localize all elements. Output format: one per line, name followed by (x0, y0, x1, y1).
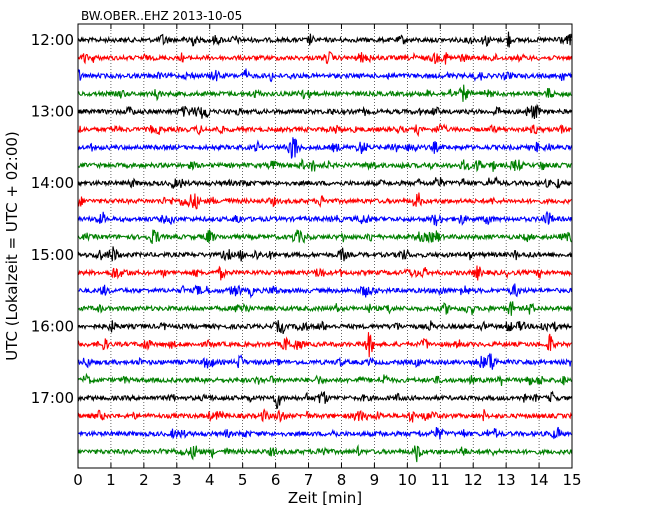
trace-1600 (77, 320, 572, 335)
x-tick-label: 0 (73, 471, 83, 489)
trace-1515 (77, 265, 572, 281)
trace-1330 (77, 137, 573, 159)
x-tick-label: 13 (497, 471, 516, 489)
plot-frame (77, 23, 573, 469)
x-tick-label: 9 (370, 471, 380, 489)
trace-1300 (77, 103, 573, 120)
trace-1345 (77, 157, 572, 173)
x-tick-label: 2 (139, 471, 149, 489)
trace-1315 (77, 123, 572, 138)
y-tick-label: 16:00 (31, 317, 74, 335)
trace-1730 (78, 426, 572, 440)
minute-grid (110, 24, 540, 468)
x-tick-label: 5 (238, 471, 248, 489)
trace-1245 (77, 84, 572, 102)
y-axis-ticks: 12:00 13:00 14:00 15:00 16:00 17:00 (31, 31, 572, 407)
x-tick-label: 3 (172, 471, 182, 489)
trace-1200 (77, 31, 573, 48)
seismic-traces (77, 31, 573, 463)
trace-1415 (77, 192, 572, 210)
y-tick-label: 13:00 (31, 103, 74, 121)
trace-1400 (77, 175, 572, 189)
y-tick-label: 17:00 (31, 389, 74, 407)
x-tick-label: 12 (464, 471, 483, 489)
trace-1530 (77, 283, 573, 299)
y-tick-label: 12:00 (31, 31, 74, 49)
x-tick-label: 10 (398, 471, 417, 489)
x-tick-label: 14 (530, 471, 549, 489)
trace-1630 (77, 352, 572, 370)
trace-1700 (77, 390, 573, 410)
trace-1500 (77, 246, 573, 262)
trace-1615 (77, 332, 572, 358)
y-tick-label: 14:00 (31, 174, 74, 192)
trace-1230 (77, 68, 573, 83)
trace-1745 (77, 444, 573, 463)
trace-1215 (77, 51, 573, 65)
x-tick-label: 6 (271, 471, 281, 489)
x-tick-label: 15 (562, 471, 581, 489)
trace-1430 (77, 210, 573, 227)
x-tick-label: 11 (431, 471, 450, 489)
x-tick-label: 4 (205, 471, 215, 489)
y-tick-label: 15:00 (31, 246, 74, 264)
chart-title: BW.OBER..EHZ 2013-10-05 (81, 9, 242, 23)
y-axis-label: UTC (Lokalzeit = UTC + 02:00) (3, 131, 21, 361)
trace-1645 (77, 372, 573, 386)
x-axis-ticks: 0 1 2 3 4 5 6 7 8 9 10 11 12 13 14 15 (73, 24, 582, 489)
trace-1545 (77, 301, 573, 316)
trace-1715 (77, 408, 573, 424)
x-tick-label: 8 (337, 471, 347, 489)
x-tick-label: 7 (304, 471, 314, 489)
x-tick-label: 1 (106, 471, 116, 489)
x-axis-label: Zeit [min] (288, 489, 362, 507)
trace-1445 (77, 229, 572, 245)
